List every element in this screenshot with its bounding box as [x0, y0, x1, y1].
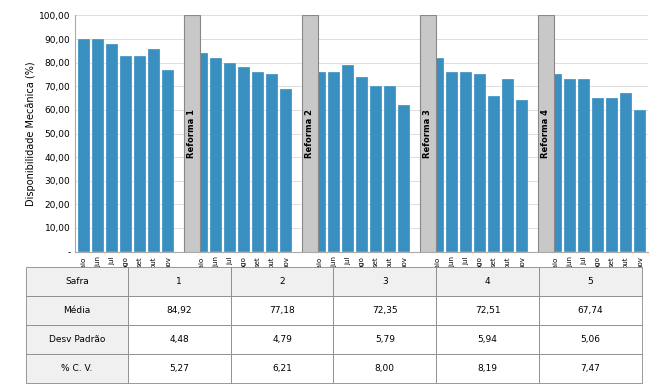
- Bar: [231, 296, 333, 325]
- Bar: [460, 72, 472, 252]
- Bar: [128, 354, 231, 383]
- Text: 84,92: 84,92: [166, 306, 192, 315]
- Bar: [314, 72, 326, 252]
- Bar: [578, 79, 590, 252]
- Text: 4: 4: [485, 277, 491, 286]
- Text: 4: 4: [476, 293, 483, 303]
- Bar: [231, 267, 333, 296]
- Bar: [502, 79, 514, 252]
- Bar: [538, 15, 553, 252]
- Bar: [446, 72, 458, 252]
- Bar: [302, 15, 318, 252]
- Bar: [26, 267, 128, 296]
- Bar: [231, 354, 333, 383]
- Bar: [516, 101, 528, 252]
- Bar: [328, 72, 340, 252]
- Bar: [333, 296, 436, 325]
- Text: 1: 1: [176, 277, 182, 286]
- Text: Média: Média: [64, 306, 90, 315]
- Bar: [238, 67, 250, 252]
- Bar: [564, 79, 576, 252]
- Text: 5,06: 5,06: [580, 335, 601, 344]
- Bar: [539, 325, 642, 354]
- Y-axis label: Disponibilidade Mecânica (%): Disponibilidade Mecânica (%): [26, 61, 36, 206]
- Text: 77,18: 77,18: [269, 306, 295, 315]
- Bar: [550, 74, 562, 252]
- Bar: [432, 58, 443, 252]
- Text: 6,21: 6,21: [272, 364, 292, 373]
- Text: 7,47: 7,47: [580, 364, 601, 373]
- Text: 2: 2: [279, 277, 285, 286]
- Text: 4,48: 4,48: [170, 335, 189, 344]
- Bar: [128, 267, 231, 296]
- Bar: [421, 15, 436, 252]
- Bar: [184, 15, 200, 252]
- Bar: [128, 325, 231, 354]
- Text: 67,74: 67,74: [578, 306, 603, 315]
- Text: 8,00: 8,00: [375, 364, 395, 373]
- Bar: [120, 56, 132, 252]
- Bar: [26, 296, 128, 325]
- Text: % C. V.: % C. V.: [62, 364, 93, 373]
- Bar: [224, 63, 236, 252]
- Bar: [592, 98, 604, 252]
- Bar: [342, 65, 354, 252]
- Text: 8,19: 8,19: [477, 364, 498, 373]
- Bar: [231, 325, 333, 354]
- X-axis label: Safras: Safras: [345, 315, 379, 325]
- Bar: [210, 58, 222, 252]
- Bar: [539, 354, 642, 383]
- Text: 5: 5: [588, 277, 593, 286]
- Bar: [539, 296, 642, 325]
- Bar: [436, 354, 539, 383]
- Bar: [196, 53, 208, 252]
- Text: 5: 5: [594, 293, 601, 303]
- Bar: [488, 96, 500, 252]
- Text: Reforma 1: Reforma 1: [187, 109, 196, 158]
- Bar: [266, 74, 278, 252]
- Bar: [620, 93, 632, 252]
- Text: 5,79: 5,79: [375, 335, 395, 344]
- Text: 5,94: 5,94: [477, 335, 498, 344]
- Bar: [474, 74, 486, 252]
- Bar: [333, 267, 436, 296]
- Bar: [634, 110, 646, 252]
- Text: 1: 1: [122, 293, 130, 303]
- Bar: [252, 72, 264, 252]
- Bar: [26, 325, 128, 354]
- Bar: [539, 267, 642, 296]
- Text: 2: 2: [240, 293, 248, 303]
- Bar: [356, 77, 368, 252]
- Bar: [436, 267, 539, 296]
- Bar: [436, 296, 539, 325]
- Bar: [26, 354, 128, 383]
- Bar: [436, 325, 539, 354]
- Bar: [606, 98, 618, 252]
- Bar: [333, 325, 436, 354]
- Bar: [78, 39, 90, 252]
- Text: 72,51: 72,51: [475, 306, 500, 315]
- Text: Reforma 3: Reforma 3: [423, 109, 432, 158]
- Text: 3: 3: [382, 277, 388, 286]
- Text: 4,79: 4,79: [272, 335, 292, 344]
- Bar: [134, 56, 146, 252]
- Bar: [162, 70, 174, 252]
- Bar: [148, 48, 160, 252]
- Text: 72,35: 72,35: [372, 306, 398, 315]
- Bar: [333, 354, 436, 383]
- Text: 3: 3: [358, 293, 365, 303]
- Bar: [92, 39, 103, 252]
- Bar: [398, 105, 410, 252]
- Bar: [384, 86, 396, 252]
- Bar: [106, 44, 118, 252]
- Text: Desv Padrão: Desv Padrão: [49, 335, 105, 344]
- Bar: [370, 86, 382, 252]
- Text: Safra: Safra: [65, 277, 89, 286]
- Text: Reforma 2: Reforma 2: [305, 109, 314, 158]
- Text: Reforma 4: Reforma 4: [542, 109, 550, 158]
- Bar: [280, 89, 292, 252]
- Bar: [128, 296, 231, 325]
- Text: 5,27: 5,27: [169, 364, 189, 373]
